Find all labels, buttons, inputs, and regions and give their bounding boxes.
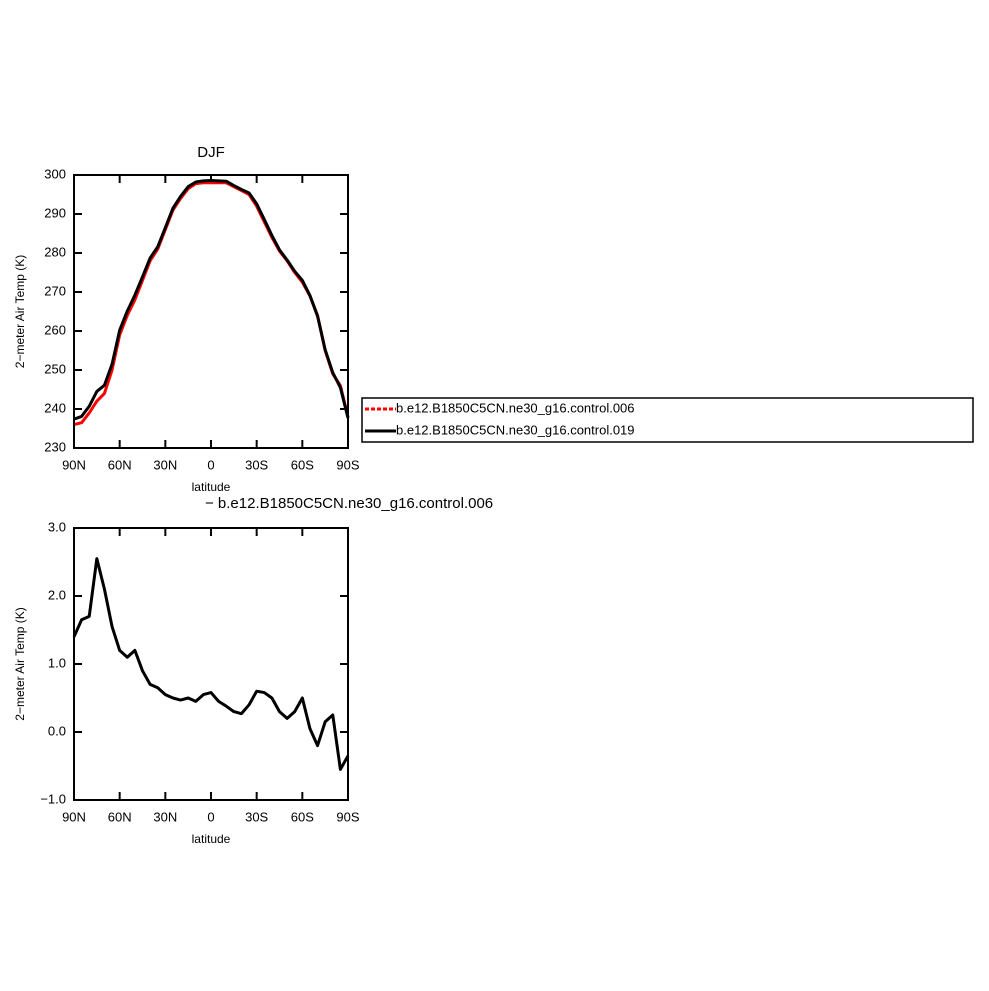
y-tick-label: 1.0 [48,655,66,670]
x-tick-label: 30N [153,457,177,472]
x-tick-label: 30N [153,809,177,824]
x-tick-label: 60N [108,809,132,824]
x-tick-label: 90S [336,809,359,824]
y-tick-label: 230 [44,439,66,454]
y-tick-label: 250 [44,361,66,376]
x-tick-label: 90N [62,809,86,824]
legend-label: b.e12.B1850C5CN.ne30_g16.control.019 [396,422,635,437]
y-tick-label: 3.0 [48,519,66,534]
x-tick-label: 30S [245,809,268,824]
plot-frame [73,174,349,449]
x-tick-label: 0 [207,457,214,472]
x-axis-label: latitude [192,832,231,846]
y-tick-label: 240 [44,400,66,415]
data-line [73,181,350,427]
y-tick-label: 290 [44,205,66,220]
x-tick-label: 60N [108,457,132,472]
legend-box [361,397,974,443]
y-tick-label: 270 [44,283,66,298]
chart-title: DJF [197,144,225,161]
x-tick-label: 0 [207,809,214,824]
y-axis-label: 2−meter Air Temp (K) [13,255,27,368]
y-tick-label: 300 [44,166,66,181]
data-line [72,557,350,771]
data-line [73,178,350,421]
y-tick-label: 0.0 [48,723,66,738]
x-tick-label: 90N [62,457,86,472]
x-tick-label: 60S [291,809,314,824]
y-tick-label: −1.0 [40,791,66,806]
x-tick-label: 60S [291,457,314,472]
x-tick-label: 30S [245,457,268,472]
y-tick-label: 2.0 [48,587,66,602]
y-axis-label: 2−meter Air Temp (K) [13,607,27,720]
plot-frame [73,527,349,801]
x-tick-label: 90S [336,457,359,472]
x-axis-label: latitude [192,480,231,494]
legend-label: b.e12.B1850C5CN.ne30_g16.control.006 [396,400,635,415]
chart-subtitle: − b.e12.B1850C5CN.ne30_g16.control.006 [205,495,493,512]
y-tick-label: 260 [44,322,66,337]
y-tick-label: 280 [44,244,66,259]
